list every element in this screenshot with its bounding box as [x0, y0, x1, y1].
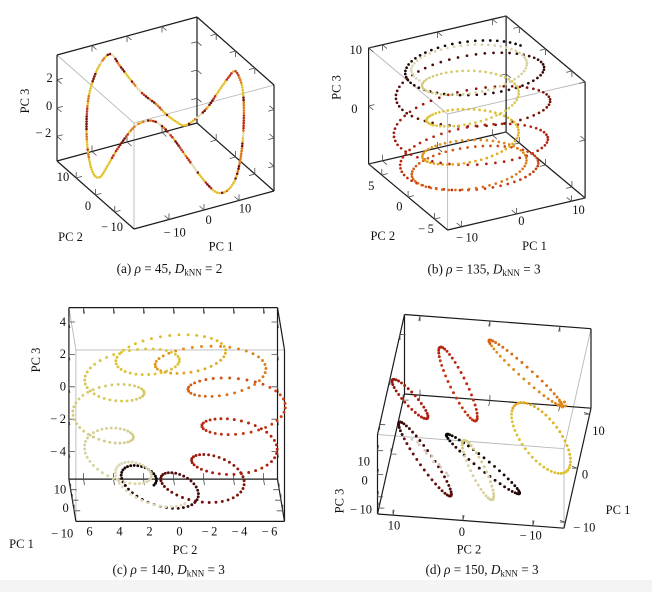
svg-text:0: 0: [85, 199, 91, 213]
svg-text:(d) ρ = 150, DkNN = 3: (d) ρ = 150, DkNN = 3: [425, 562, 538, 579]
svg-text:− 10: − 10: [101, 220, 123, 234]
svg-text:0: 0: [205, 213, 211, 227]
svg-text:PC 2: PC 2: [457, 543, 482, 557]
svg-text:0: 0: [176, 525, 182, 539]
svg-text:0: 0: [60, 380, 66, 394]
svg-text:− 5: − 5: [418, 222, 434, 236]
svg-text:0: 0: [46, 99, 52, 113]
svg-text:− 10: − 10: [350, 503, 372, 517]
svg-text:PC 3: PC 3: [18, 89, 32, 114]
svg-text:10: 10: [57, 170, 70, 184]
svg-text:− 10: − 10: [164, 226, 186, 240]
svg-text:PC 3: PC 3: [29, 348, 43, 373]
svg-text:0: 0: [582, 467, 588, 481]
svg-text:− 2: − 2: [35, 126, 51, 140]
svg-text:PC 3: PC 3: [333, 489, 347, 514]
svg-text:10: 10: [388, 519, 401, 533]
svg-text:10: 10: [592, 424, 605, 438]
svg-text:− 2: − 2: [202, 525, 218, 539]
svg-text:2: 2: [146, 525, 152, 539]
svg-text:− 10: − 10: [51, 527, 73, 541]
svg-text:6: 6: [86, 525, 92, 539]
svg-text:0: 0: [351, 102, 357, 116]
svg-text:− 10: − 10: [456, 231, 478, 245]
svg-text:2: 2: [60, 347, 66, 361]
svg-text:− 4: − 4: [232, 525, 249, 539]
svg-text:(c) ρ = 140, DkNN = 3: (c) ρ = 140, DkNN = 3: [113, 562, 226, 579]
svg-text:2: 2: [46, 71, 52, 85]
svg-text:PC 1: PC 1: [209, 240, 234, 254]
svg-text:PC 1: PC 1: [9, 537, 34, 551]
svg-text:10: 10: [357, 455, 370, 469]
svg-text:PC 2: PC 2: [173, 543, 198, 557]
svg-text:5: 5: [368, 179, 374, 193]
svg-text:0: 0: [518, 214, 524, 228]
svg-text:PC 3: PC 3: [330, 75, 344, 100]
svg-text:(b) ρ = 135, DkNN = 3: (b) ρ = 135, DkNN = 3: [427, 262, 540, 279]
svg-text:− 10: − 10: [520, 529, 542, 543]
svg-text:− 10: − 10: [573, 520, 595, 534]
svg-text:PC 1: PC 1: [522, 239, 547, 253]
svg-text:0: 0: [396, 200, 402, 214]
svg-text:− 2: − 2: [50, 412, 66, 426]
svg-text:PC 2: PC 2: [370, 229, 395, 243]
svg-text:PC 2: PC 2: [58, 230, 83, 244]
svg-text:PC 1: PC 1: [606, 503, 631, 517]
svg-text:0: 0: [361, 474, 367, 488]
svg-text:10: 10: [239, 202, 252, 216]
svg-text:4: 4: [116, 525, 123, 539]
svg-text:10: 10: [54, 482, 67, 496]
svg-text:10: 10: [350, 43, 363, 57]
svg-text:10: 10: [572, 203, 585, 217]
svg-text:4: 4: [60, 315, 67, 329]
svg-text:− 4: − 4: [50, 444, 67, 458]
svg-text:− 6: − 6: [262, 525, 278, 539]
svg-text:0: 0: [62, 501, 68, 515]
svg-text:0: 0: [459, 525, 465, 539]
svg-text:(a) ρ = 45, DkNN = 2: (a) ρ = 45, DkNN = 2: [117, 261, 223, 278]
